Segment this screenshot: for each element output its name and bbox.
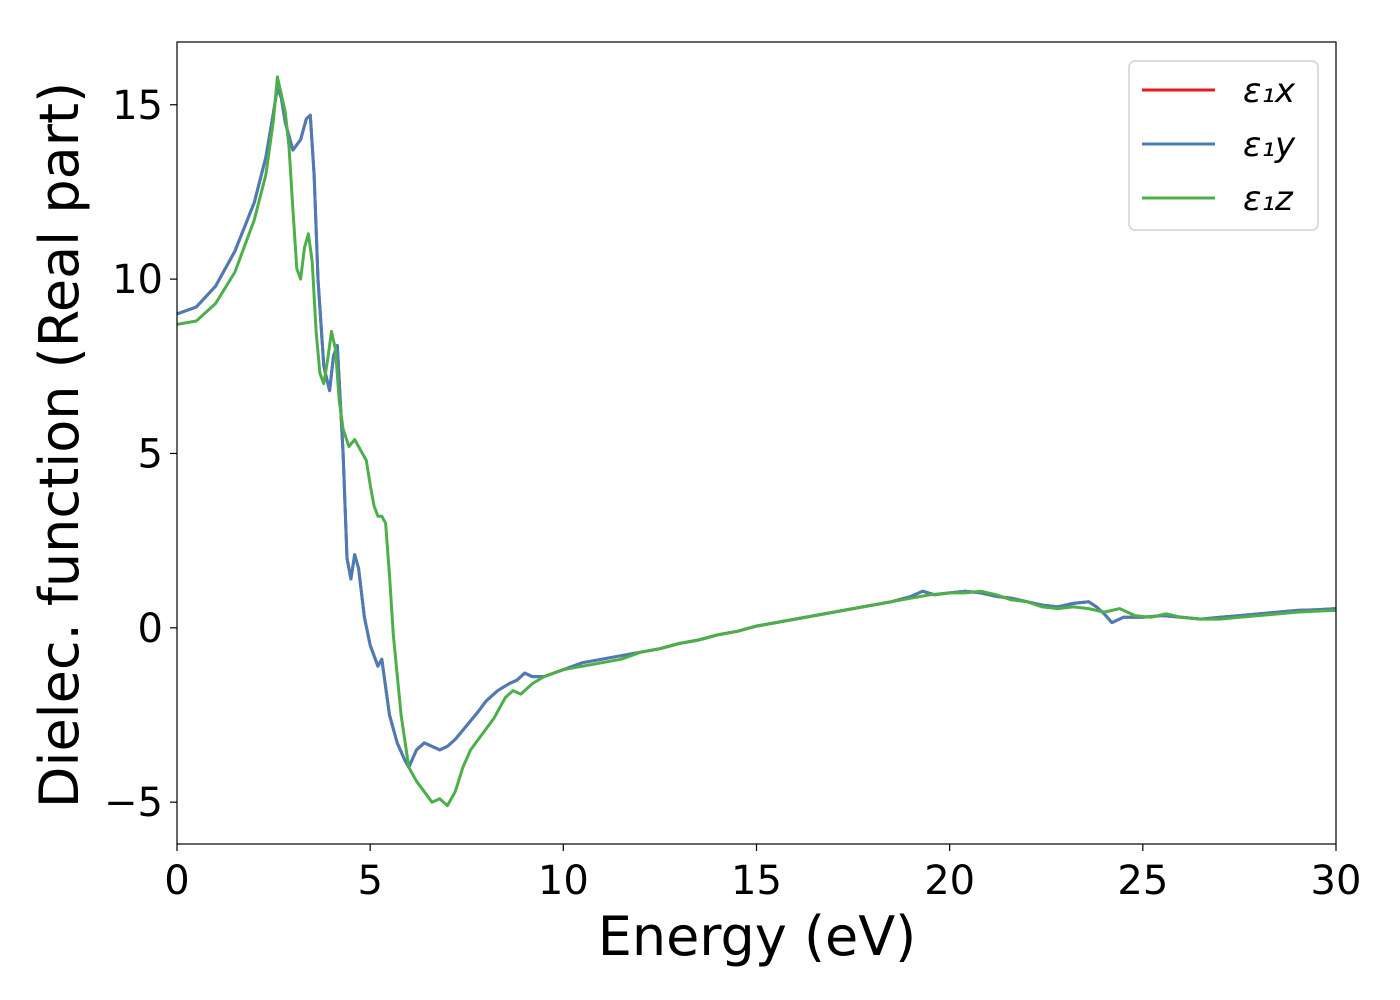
series-line-2 <box>177 85 1336 769</box>
y-tick-label: 5 <box>138 431 163 477</box>
x-tick-label: 30 <box>1311 858 1362 904</box>
x-tick-label: 20 <box>924 858 975 904</box>
x-tick-label: 0 <box>164 858 189 904</box>
x-tick-label: 5 <box>357 858 382 904</box>
legend-label: ε₁x <box>1243 71 1296 111</box>
series-lines <box>177 75 1336 808</box>
y-tick-label: 0 <box>138 606 163 652</box>
series-line-3 <box>177 75 1336 808</box>
y-axis-ticks: −5 0 5 10 15 <box>104 83 177 826</box>
x-tick-label: 15 <box>731 858 782 904</box>
legend-label: ε₁z <box>1243 179 1294 219</box>
x-tick-label: 10 <box>538 858 589 904</box>
legend-label: ε₁y <box>1243 125 1296 165</box>
y-tick-label: 15 <box>112 83 163 129</box>
x-axis-ticks: 0 5 10 15 20 25 30 <box>164 844 1361 904</box>
x-axis-title: Energy (eV) <box>598 905 917 968</box>
y-axis-title: Dielec. function (Real part) <box>28 82 91 808</box>
y-tick-label: −5 <box>104 780 163 826</box>
legend: ε₁x ε₁y ε₁z <box>1128 60 1319 231</box>
y-tick-label: 10 <box>112 257 163 303</box>
x-tick-label: 25 <box>1117 858 1168 904</box>
legend-box <box>1128 60 1319 231</box>
